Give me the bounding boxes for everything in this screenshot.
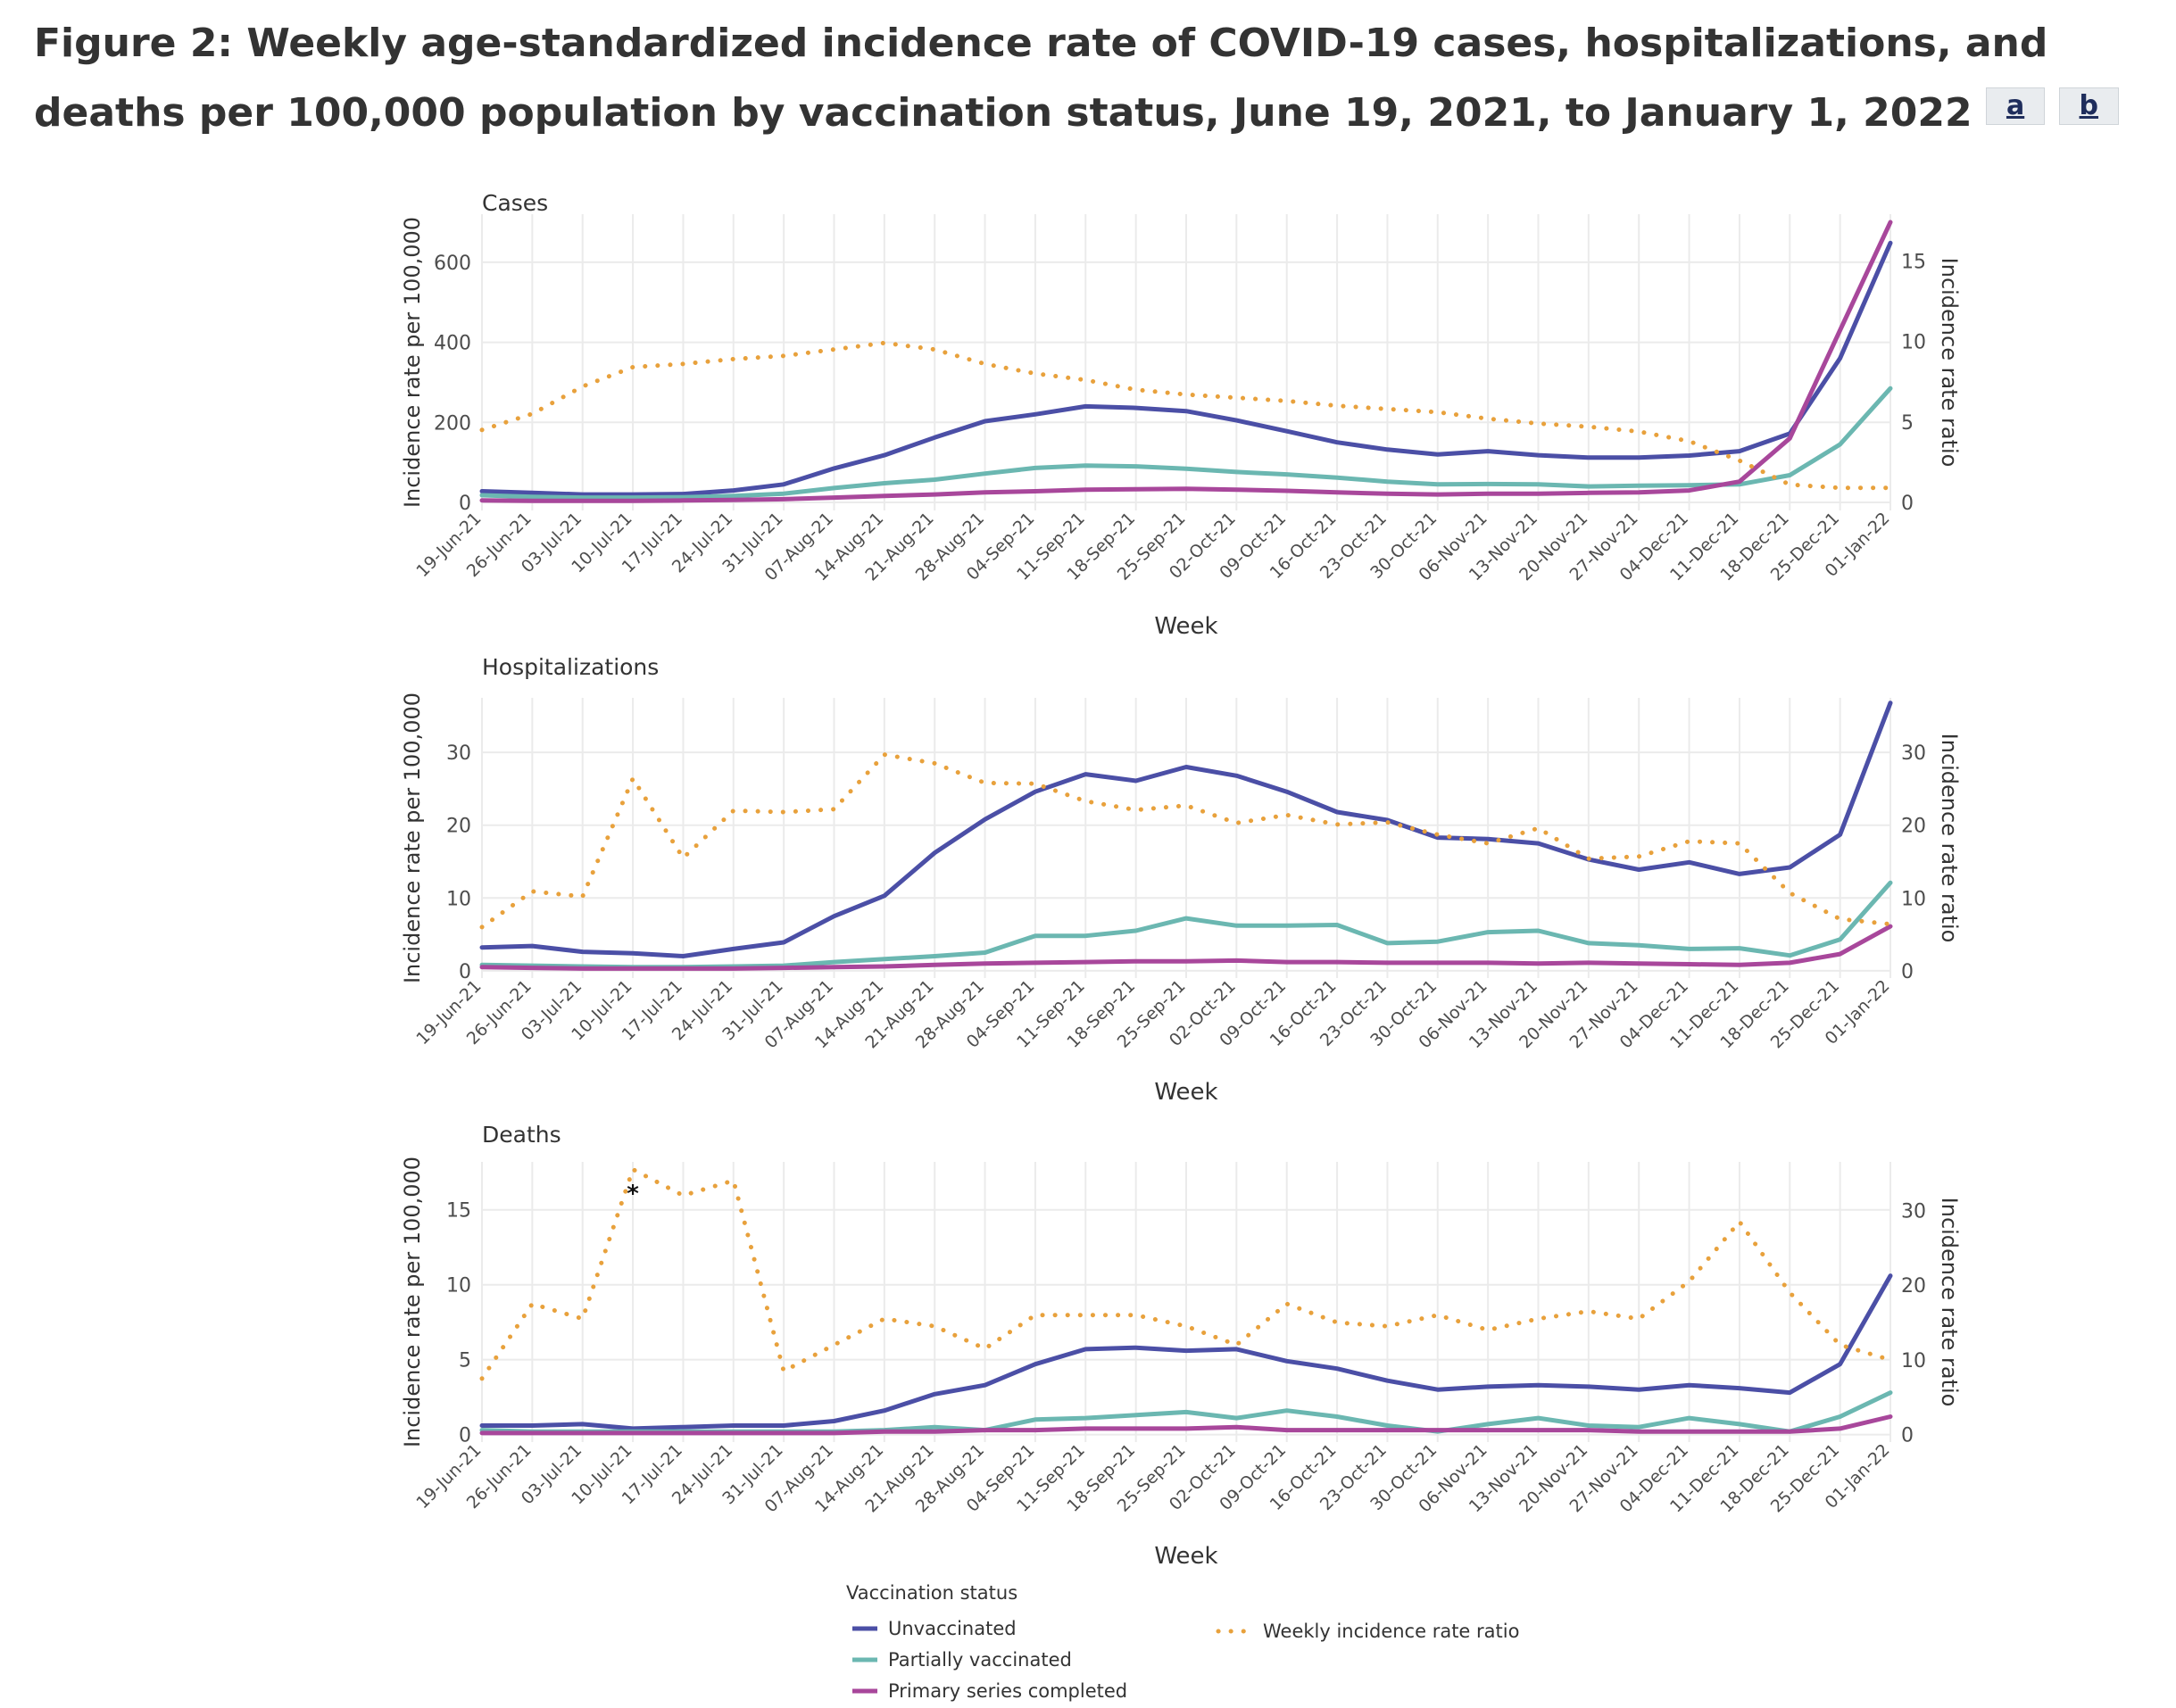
panel-1-ytick-right-label: 5: [1901, 412, 1914, 435]
panel-3-series-unvaccinated: [479, 1273, 1893, 1431]
panel-2-series-unvaccinated: [479, 701, 1893, 958]
panel-3-ytick-right-label: 20: [1901, 1275, 1926, 1298]
panel-3-ytick-label: 10: [446, 1275, 471, 1298]
panel-1-ylabel-right: Incidence rate ratio: [1937, 258, 1962, 468]
panel-2-series-completed: [479, 924, 1893, 971]
panel-3-series-ratio: [479, 1165, 1893, 1381]
panel-2-xlabel: Week: [1154, 1079, 1217, 1106]
panel-2-ytick-label: 20: [446, 816, 471, 838]
panel-1-ytick-label: 400: [434, 333, 471, 355]
legend-label-partially: Partially vaccinated: [888, 1649, 1072, 1671]
panel-1-series-ratio: [479, 340, 1893, 491]
panel-2-ytick-label: 0: [459, 961, 471, 983]
panel-1-ytick-right-label: 0: [1901, 493, 1914, 515]
panel-1-series-completed: [479, 220, 1893, 503]
panel-3-ylabel: Incidence rate per 100,000: [400, 1157, 425, 1447]
panel-1-title: Cases: [482, 190, 548, 216]
panel-3-series-completed: [479, 1414, 1893, 1436]
panel-3-ytick-label: 5: [459, 1350, 471, 1372]
footnote-link-b[interactable]: b: [2058, 87, 2120, 125]
panel-3-ytick-label: 15: [446, 1200, 471, 1223]
panel-1-ytick-label: 600: [434, 253, 471, 275]
legend-label-ratio: Weekly incidence rate ratio: [1263, 1621, 1519, 1642]
panel-2-ytick-right-label: 30: [1901, 742, 1926, 765]
panel-2-ylabel: Incidence rate per 100,000: [400, 692, 425, 983]
panel-3-annotation-asterisk: *: [627, 1181, 639, 1207]
figure-title: Figure 2: Weekly age-standardized incide…: [34, 9, 2140, 148]
panel-1-xlabel: Week: [1154, 613, 1217, 640]
panel-3-ylabel-right: Incidence rate ratio: [1937, 1198, 1962, 1407]
panel-2-ytick-label: 30: [446, 742, 471, 765]
legend-label-unvaccinated: Unvaccinated: [888, 1618, 1017, 1639]
panel-1-ytick-label: 200: [434, 412, 471, 435]
panel-1-series-partially: [479, 386, 1893, 501]
panel-1-ylabel: Incidence rate per 100,000: [400, 217, 425, 508]
panel-3-title: Deaths: [482, 1122, 561, 1148]
panel-3-ytick-label: 0: [459, 1425, 471, 1447]
panel-3-ytick-right-label: 10: [1901, 1350, 1926, 1372]
panel-1-ytick-right-label: 15: [1901, 251, 1926, 273]
panel-2-ytick-right-label: 0: [1901, 961, 1914, 983]
figure-title-text: Figure 2: Weekly age-standardized incide…: [34, 21, 2048, 136]
panel-2-ytick-right-label: 20: [1901, 816, 1926, 838]
panel-1-ytick-right-label: 10: [1901, 332, 1926, 354]
footnote-link-a[interactable]: a: [1985, 87, 2046, 125]
panel-2-ytick-right-label: 10: [1901, 888, 1926, 910]
panel-3-ytick-right-label: 0: [1901, 1425, 1914, 1447]
panel-2-ylabel-right: Incidence rate ratio: [1937, 734, 1962, 943]
panel-1-series-unvaccinated: [479, 240, 1893, 497]
panel-2-title: Hospitalizations: [482, 654, 659, 680]
panel-3-ytick-right-label: 30: [1901, 1200, 1926, 1223]
legend-title: Vaccination status: [846, 1582, 1017, 1604]
legend-label-completed: Primary series completed: [888, 1680, 1127, 1702]
panel-2-ytick-label: 10: [446, 888, 471, 910]
panel-3-xlabel: Week: [1154, 1543, 1217, 1570]
panel-1-ytick-label: 0: [459, 493, 471, 515]
